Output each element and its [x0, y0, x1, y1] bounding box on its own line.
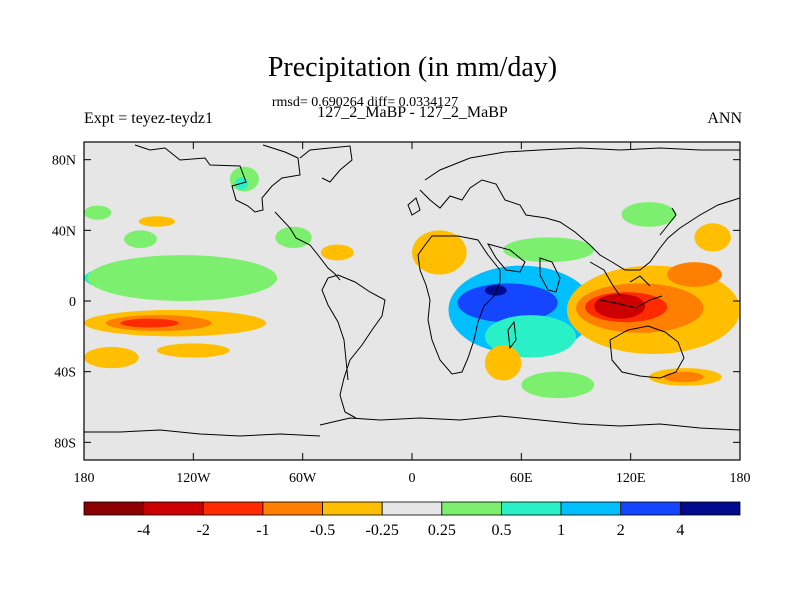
anomaly-region-29: [667, 262, 722, 287]
coastline-australia: [609, 325, 685, 379]
x-tick-label-5: 120E: [616, 471, 646, 486]
colorbar-label-8: 2: [617, 522, 625, 539]
colorbar-swatch-3: [262, 501, 323, 516]
x-tick-label-3: 0: [409, 471, 416, 486]
anomaly-region-7: [120, 318, 179, 328]
colorbar-swatch-0: [83, 501, 145, 516]
y-tick-label-3: 40S: [54, 366, 76, 381]
colorbar-swatch-1: [143, 501, 204, 516]
anomaly-region-31: [663, 371, 704, 383]
stats-line: rmsd= 0.690264 diff= 0.0334127: [271, 95, 459, 110]
x-tick-label-2: 60W: [289, 471, 317, 486]
x-tick-label-6: 180: [730, 471, 751, 486]
coastline-madagascar: [507, 320, 517, 350]
anomaly-region-33: [521, 371, 595, 399]
x-axis: 180 120W 60W 0 60E 120E 180: [74, 142, 751, 486]
experiment-label: Expt = teyez-teydz1: [84, 110, 213, 127]
colorbar-swatch-5: [381, 501, 443, 516]
y-tick-label-0: 80N: [52, 154, 76, 169]
anomaly-region-28: [594, 293, 646, 319]
coastline-south-america: [327, 274, 386, 419]
colorbar: -4 -2 -1 -0.5 -0.25 0.25 0.5 1 2 4: [83, 501, 741, 539]
coastline-africa: [417, 235, 501, 375]
anomaly-region-15: [320, 244, 354, 261]
y-tick-label-1: 40N: [52, 224, 76, 239]
y-tick-label-4: 80S: [54, 436, 76, 451]
coastline-central-america: [274, 211, 341, 281]
season-label: ANN: [707, 110, 742, 127]
coastline-antarctica: [84, 415, 740, 437]
anomaly-region-16: [412, 230, 467, 275]
colorbar-label-0: -4: [137, 522, 150, 539]
chart-title: Precipitation (in mm/day): [267, 52, 558, 83]
coastline-japan: [659, 207, 677, 236]
colorbar-label-4: -0.25: [366, 522, 399, 539]
colorbar-label-7: 1: [557, 522, 565, 539]
colorbar-label-9: 4: [676, 522, 684, 539]
coastlines: [84, 144, 740, 437]
anomaly-region-11: [138, 216, 176, 227]
anomaly-region-14: [275, 226, 312, 248]
coastline-south-america-west: [321, 277, 349, 381]
colorbar-swatch-8: [560, 501, 622, 516]
anomaly-region-9: [156, 343, 230, 358]
anomaly-region-22: [621, 202, 677, 227]
anomaly-region-4: [87, 255, 278, 301]
y-axis: 80N 40N 0 40S 80S: [52, 154, 740, 451]
colorbar-swatch-4: [322, 501, 383, 516]
anomaly-region-8: [84, 346, 139, 369]
colorbar-swatch-6: [441, 501, 502, 516]
x-tick-label-0: 180: [74, 471, 95, 486]
coastline-arabia: [486, 243, 526, 273]
anomaly-region-24: [84, 205, 112, 220]
coastline-southeast-asia: [589, 261, 663, 309]
anomaly-region-32: [484, 345, 522, 381]
colorbar-swatch-10: [679, 501, 741, 516]
colorbar-label-2: -1: [256, 522, 269, 539]
anomaly-region-19: [484, 285, 507, 296]
x-tick-label-4: 60E: [510, 471, 533, 486]
anomaly-region-21: [503, 237, 595, 263]
colorbar-label-3: -0.5: [310, 522, 335, 539]
coastline-eurasia: [419, 147, 740, 271]
x-tick-label-1: 120W: [176, 471, 211, 486]
colorbar-label-5: 0.25: [428, 522, 456, 539]
coastline-north-america: [134, 144, 301, 213]
y-tick-label-2: 0: [69, 295, 76, 310]
colorbar-swatch-7: [501, 501, 562, 516]
colorbar-swatch-9: [620, 501, 681, 516]
anomaly-region-23: [694, 223, 731, 252]
anomaly-region-10: [124, 230, 157, 249]
coastline-greenland: [299, 145, 353, 183]
chart-subtitle: 127_2_MaBP - 127_2_MaBP: [317, 104, 508, 121]
anomaly-regions: [84, 166, 740, 399]
colorbar-label-1: -2: [197, 522, 210, 539]
colorbar-swatch-2: [202, 501, 264, 516]
coastline-india: [539, 257, 561, 293]
coastline-british-isles: [407, 197, 421, 216]
colorbar-label-6: 0.5: [491, 522, 511, 539]
anomaly-region-18: [457, 283, 558, 323]
